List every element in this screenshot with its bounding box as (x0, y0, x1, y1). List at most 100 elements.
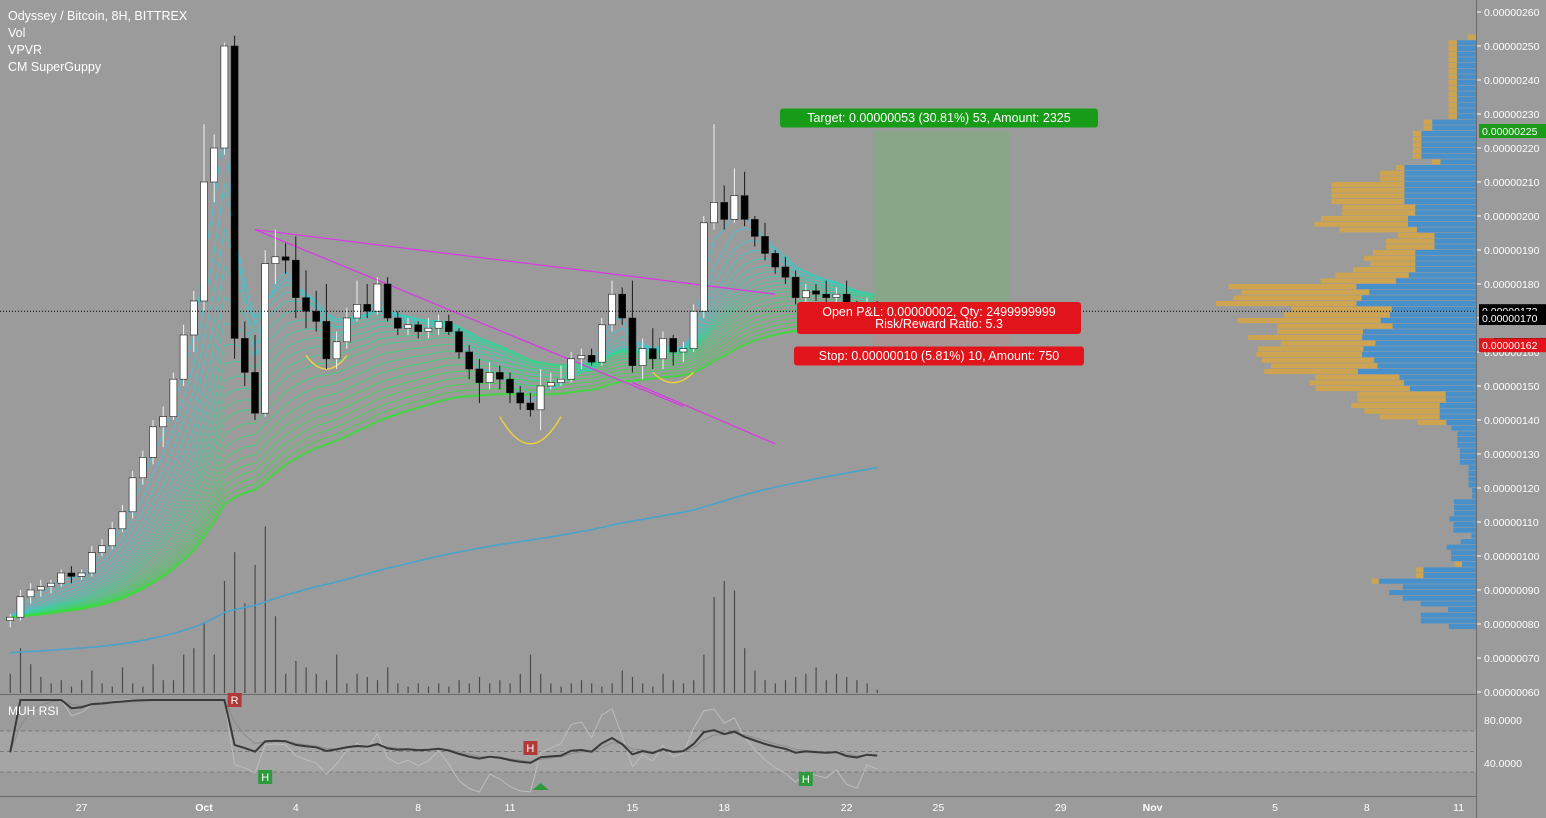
volume-bar (346, 683, 348, 693)
candle (465, 345, 474, 380)
candle (98, 539, 106, 556)
candle (220, 42, 229, 155)
candle-body (730, 195, 739, 220)
vp-row-up (1404, 193, 1476, 199)
candle-body (322, 321, 331, 360)
vp-row-down (1309, 380, 1404, 386)
candle-body (363, 304, 372, 312)
vp-row-up (1378, 578, 1476, 584)
vp-row-up (1459, 448, 1476, 454)
price-tick-label: 0.00000230 (1484, 109, 1540, 121)
vp-row-up (1415, 267, 1476, 273)
candle-body (536, 385, 545, 411)
time-axis: 27 Oct 4 8 11 15 18 22 25 29 Nov 5 8 11 (76, 802, 1464, 814)
volume-bar (611, 683, 613, 693)
rsi-pivot-arrow (532, 783, 549, 790)
volume-bar (713, 597, 715, 693)
guppy-ema-line (10, 322, 878, 619)
vp-row-up (1409, 386, 1476, 392)
legend-title[interactable]: Odyssey / Bitcoin, 8H, BITTREX (8, 9, 188, 23)
legend-indicator-vol[interactable]: Vol (8, 26, 26, 40)
rsi-panel-title[interactable]: MUH RSI (8, 704, 59, 718)
vp-row-up (1468, 482, 1476, 488)
vp-row-down (1351, 403, 1440, 409)
vp-row-down (1412, 148, 1422, 154)
vp-row-up (1457, 437, 1476, 443)
candle (791, 270, 800, 305)
candle (659, 331, 667, 369)
candle-body (230, 45, 239, 339)
vp-row-down (1448, 97, 1457, 103)
price-tick-label: 0.00000060 (1484, 687, 1540, 699)
candle-body (771, 253, 780, 268)
candle-body (557, 378, 565, 383)
candle (669, 335, 678, 366)
volume-bar (438, 683, 440, 693)
vp-row-up (1404, 170, 1476, 176)
volume-bar (305, 667, 307, 693)
vp-row-up (1421, 153, 1476, 159)
time-tick-label: 25 (933, 802, 945, 814)
risk-reward-text: Risk/Reward Ratio: 5.3 (875, 317, 1003, 331)
candle-body (26, 589, 35, 598)
time-tick-label: 11 (1453, 802, 1464, 814)
candle (139, 450, 147, 485)
candle (291, 236, 300, 318)
vp-row-up (1472, 488, 1476, 494)
vp-row-up (1468, 465, 1476, 471)
volume-bar (356, 673, 358, 693)
time-tick-label: 8 (415, 802, 421, 814)
candle-body (57, 572, 66, 584)
candle-body (271, 256, 280, 264)
candle-body (332, 341, 341, 360)
volume-bar (142, 686, 144, 693)
vp-row-down (1270, 363, 1378, 369)
price-tick-label: 0.00000090 (1484, 585, 1540, 597)
candle-body (373, 283, 382, 312)
candle-body (88, 552, 96, 574)
volume-bar (274, 616, 277, 693)
candle (230, 35, 239, 359)
vp-row-up (1434, 238, 1476, 244)
vp-row-down (1264, 369, 1358, 375)
vp-row-up (1402, 584, 1476, 590)
vp-row-up (1415, 261, 1476, 267)
legend-indicator-vpvr[interactable]: VPVR (8, 43, 43, 57)
stop-label-box (794, 346, 1084, 366)
price-badge-text: 0.00000225 (1482, 126, 1538, 138)
vp-row-down (1379, 414, 1440, 420)
rsi-marker-label: H (526, 743, 534, 755)
vp-row-down (1241, 289, 1370, 295)
candle-body (190, 300, 198, 336)
legend-indicator-guppy[interactable]: CM SuperGuppy (8, 60, 102, 74)
vp-row-up (1457, 442, 1476, 448)
price-tick-label: 0.00000190 (1484, 245, 1540, 257)
time-tick-label: Nov (1143, 802, 1163, 814)
candle (190, 290, 198, 352)
candle (679, 341, 688, 363)
target-label-box (780, 108, 1098, 128)
rsi-marker-label: H (802, 774, 810, 786)
candle-body (291, 259, 300, 298)
candle-body (485, 372, 494, 383)
candle-body (434, 321, 443, 329)
candle-body (241, 338, 249, 373)
vp-row-up (1363, 329, 1476, 335)
volume-bar (427, 686, 430, 693)
volume-bar (744, 648, 746, 693)
vp-row-down (1412, 131, 1422, 137)
volume-bar (478, 677, 481, 693)
vp-row-up (1460, 539, 1476, 545)
candle (322, 284, 331, 369)
vp-row-down (1342, 210, 1416, 216)
candle (36, 579, 45, 597)
vp-row-up (1415, 204, 1476, 210)
vp-row-down (1385, 238, 1435, 244)
candle-body (16, 596, 25, 618)
volume-bar (91, 670, 93, 693)
guppy-ema-line (10, 295, 878, 618)
vp-row-up (1456, 51, 1476, 57)
vp-row-up (1389, 590, 1476, 596)
candle (536, 369, 545, 431)
